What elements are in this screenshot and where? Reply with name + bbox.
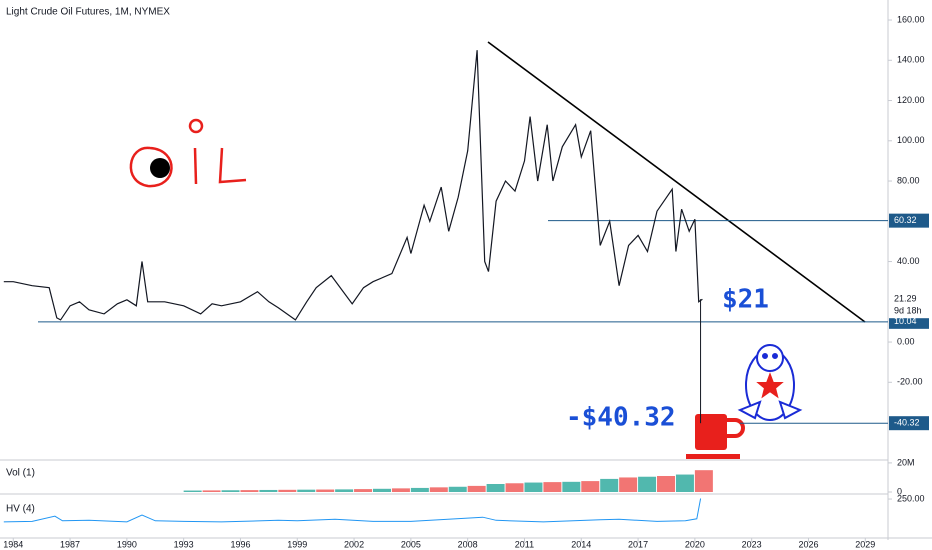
- level-label: -40.32: [894, 418, 920, 428]
- hv-legend: HV (4): [6, 504, 35, 515]
- coffee-cup: [686, 414, 745, 459]
- last-price-box: [889, 292, 929, 319]
- y-tick-label: 80.00: [897, 175, 920, 185]
- price-line: [3, 50, 703, 321]
- annotation: $21: [722, 285, 769, 315]
- volume-bar: [316, 489, 335, 492]
- volume-bar: [675, 474, 694, 492]
- volume-bar: [297, 489, 316, 492]
- x-tick-label: 2005: [401, 539, 421, 549]
- oil-drawing: [129, 118, 247, 188]
- y-tick-label: 100.00: [897, 135, 925, 145]
- volume-bar: [600, 478, 619, 492]
- level-label: 10.04: [894, 316, 917, 326]
- x-tick-label: 2023: [742, 539, 762, 549]
- x-tick-label: 1987: [60, 539, 80, 549]
- volume-bar: [410, 487, 429, 492]
- x-tick-label: 2029: [855, 539, 875, 549]
- volume-bar: [372, 488, 391, 492]
- level-label-box: [889, 416, 929, 431]
- last-price-label: 21.29: [894, 294, 917, 304]
- chart-title: Light Crude Oil Futures, 1M, NYMEX: [6, 7, 170, 18]
- volume-bar: [335, 489, 354, 492]
- volume-bar: [543, 482, 562, 492]
- volume-bar: [562, 481, 581, 492]
- volume-bar: [694, 470, 713, 492]
- volume-bar: [505, 483, 524, 492]
- y-tick-label: 120.00: [897, 95, 925, 105]
- x-tick-label: 1984: [3, 539, 23, 549]
- x-tick-label: 2002: [344, 539, 364, 549]
- x-tick-label: 2011: [515, 539, 534, 549]
- x-tick-label: 2017: [628, 539, 648, 549]
- volume-bar: [240, 490, 259, 492]
- volume-bar: [259, 489, 278, 492]
- volume-tick-label: 0: [897, 486, 902, 496]
- y-tick-label: 0.00: [897, 336, 915, 346]
- penguin: [737, 344, 803, 421]
- level-label-box: [889, 213, 929, 228]
- y-tick-label: 40.00: [897, 256, 920, 266]
- volume-legend: Vol (1): [6, 468, 35, 479]
- level-label: 60.32: [894, 215, 917, 225]
- volume-bar: [448, 486, 467, 492]
- x-tick-label: 2008: [458, 539, 478, 549]
- volume-bar: [657, 476, 676, 492]
- volume-bar: [221, 490, 240, 492]
- level-label-box: [889, 314, 929, 329]
- volume-bar: [354, 489, 373, 492]
- y-tick-label: 140.00: [897, 55, 925, 65]
- volume-bar: [638, 476, 657, 492]
- hv-line: [3, 498, 702, 523]
- hv-tick-label: 250.00: [897, 493, 925, 503]
- x-tick-label: 1993: [174, 539, 194, 549]
- volume-bar: [581, 481, 600, 492]
- volume-bar: [429, 487, 448, 492]
- x-tick-label: 1999: [287, 539, 307, 549]
- x-tick-label: 2014: [571, 539, 591, 549]
- y-tick-label: 160.00: [897, 14, 925, 24]
- trend-line: [487, 41, 866, 323]
- x-tick-label: 2026: [798, 539, 818, 549]
- volume-tick-label: 20M: [897, 457, 915, 467]
- x-tick-label: 1996: [230, 539, 250, 549]
- volume-bar: [278, 489, 297, 492]
- y-tick-label: -20.00: [897, 377, 923, 387]
- volume-bar: [202, 490, 221, 492]
- x-tick-label: 1990: [117, 539, 137, 549]
- volume-bar: [391, 488, 410, 492]
- countdown-label: 9d 18h: [894, 306, 922, 316]
- annotation: -$40.32: [566, 403, 676, 433]
- volume-bar: [486, 484, 505, 492]
- volume-bar: [619, 477, 638, 492]
- volume-bar: [524, 482, 543, 492]
- x-tick-label: 2020: [685, 539, 705, 549]
- volume-bar: [183, 490, 202, 492]
- volume-bar: [467, 485, 486, 492]
